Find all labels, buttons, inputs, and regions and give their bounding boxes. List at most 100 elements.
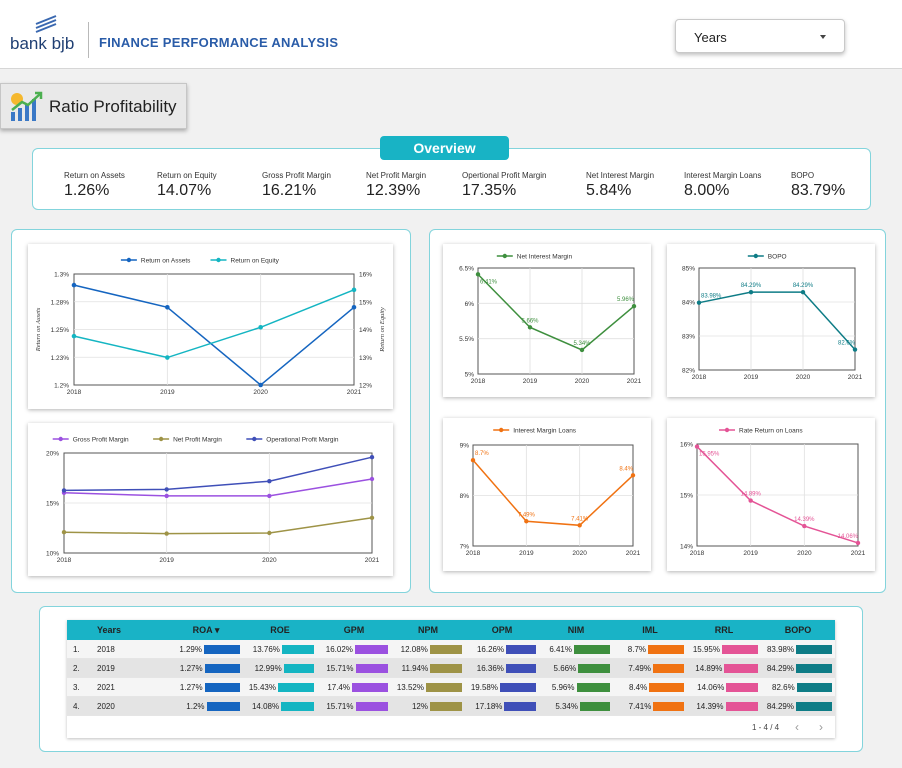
table-cell-bar [726,682,758,692]
data-point [165,305,170,310]
kpi-label: Return on Equity [157,171,217,180]
years-dropdown[interactable]: Years [675,19,845,53]
ratio-profitability-label: Ratio Profitability [49,97,177,116]
table-cell-bar [576,682,610,692]
table-header-row: Years ROA ▾ ROE GPM NPM OPM NIM IML RRL BOPO [67,620,835,640]
series-line [63,456,373,492]
y-tick-label: 82% [682,368,695,375]
table-cell-value: 7.49% [628,663,651,673]
table-header-opm[interactable]: OPM [491,625,513,635]
data-point [164,493,169,499]
table-header-roe[interactable]: ROE [270,625,290,635]
data-point [351,287,357,293]
data-point [71,333,77,339]
y-tick-label: 15% [680,493,693,500]
table-cell-value: 84.29% [766,663,794,673]
ratio-profitability-button[interactable]: Ratio Profitability [0,83,187,129]
x-tick-label: 2020 [572,550,587,557]
series-line [63,478,373,497]
legend-marker [753,253,758,259]
x-tick-label: 2020 [262,557,277,564]
kpi-value: 5.84% [586,182,632,199]
table-header-npm[interactable]: NPM [418,625,438,635]
legend-marker [724,427,730,433]
table-header-roa[interactable]: ROA ▾ [192,624,220,635]
data-point [71,282,77,288]
legend-label: Interest Margin Loans [513,428,577,435]
table-cell-bar [796,682,832,692]
table-row: 1. 2018 1.29% 13.76% 16.02% 12.08% 16.26% 6.41%… [67,640,835,659]
x-tick-label: 2021 [365,557,380,564]
table-cell-rrl: 14.89% [687,663,761,673]
y-right-tick-label: 14% [359,327,372,334]
legend-label: Net Interest Margin [517,254,573,261]
table-cell-opm: 17.18% [465,701,539,711]
table-cell-value: 16.36% [476,663,504,673]
x-tick-label: 2019 [743,550,758,557]
table-header-nim[interactable]: NIM [567,625,585,635]
chart-roa-roe: Return on Assets Return on Equity 1.3% 16% 1… [28,244,393,409]
data-label: 5.96% [617,297,635,303]
chart-bopo: BOPO 85% 84% 83% 82% 2018 2019 2020 2021 83.98% 84… [667,244,875,397]
chart-iml-svg: Interest Margin Loans 9% 8% 7%2018 2019 2020 2… [460,427,641,558]
chart-roa-roe-svg: Return on Assets Return on Equity 1.3% 16% 1… [35,258,386,397]
table-header-iml[interactable]: IML [642,625,658,635]
x-tick-label: 2018 [57,557,72,564]
data-point [61,530,67,535]
table-header-bopo[interactable]: BOPO [784,625,812,635]
table-cell-index: 4. [73,701,80,711]
kpi-value: 17.35% [462,182,517,199]
table-cell-value: 15.71% [326,701,354,711]
kpi-value: 83.79% [791,182,846,199]
kpi-net-interest-margin: Net Interest Margin 5.84% [586,171,654,200]
pager-prev-icon[interactable]: ‹ [795,720,799,734]
kpi-return-on-assets: Return on Assets 1.26% [64,171,125,200]
table-header-rrl[interactable]: RRL [714,625,734,635]
y-tick-label: 5% [465,372,475,379]
legend-marker [499,427,504,433]
table-cell-npm: 11.94% [391,663,465,673]
legend-marker [502,253,507,259]
y-left-tick-label: 1.3% [54,272,69,279]
series-line [472,459,634,527]
table-cell-bar [796,644,832,654]
y-tick-label: 9% [460,443,470,450]
table-cell-value: 5.66% [553,663,577,673]
data-point [696,300,702,305]
logo-stripes-icon [35,15,57,33]
y-tick-label: 8% [460,493,470,500]
kpi-value: 1.26% [64,182,110,199]
series-line [698,291,856,351]
table-cell-rrl: 14.39% [687,701,761,711]
table-cell-roa: 1.27% [169,663,243,673]
table-cell-bopo: 84.29% [761,663,835,673]
table-cell-iml: 8.7% [613,644,687,654]
series-line [73,289,355,359]
data-point [165,355,170,360]
overview-title: Overview [380,136,509,160]
data-point [369,515,375,520]
data-point [470,457,476,463]
table-cell-bar [649,682,684,692]
table-header-gpm[interactable]: GPM [343,625,365,635]
y-tick-label: 5.5% [459,336,474,343]
table-cell-roe: 13.76% [243,644,317,654]
legend-label: Gross Profit Margin [73,437,129,444]
table-cell-bar [796,701,832,711]
table-cell-roe: 14.08% [243,701,317,711]
table-header-years[interactable]: Years [97,625,122,635]
table-cell-iml: 7.49% [613,663,687,673]
legend-label: Return on Equity [231,258,280,265]
table-cell-bar [578,663,610,673]
pager-next-icon[interactable]: › [819,720,823,734]
kpi-value: 14.07% [157,182,212,199]
table-cell-value: 82.6% [772,682,795,692]
table-cell-bar [206,701,240,711]
kpi-gross-profit-margin: Gross Profit Margin 16.21% [262,171,331,200]
x-tick-label: 2020 [796,374,811,381]
table-cell-value: 19.58% [470,682,498,692]
x-tick-label: 2020 [575,378,590,385]
data-label: 82.6% [838,341,856,347]
legend-label: BOPO [768,254,787,261]
table-cell-bar [653,701,684,711]
